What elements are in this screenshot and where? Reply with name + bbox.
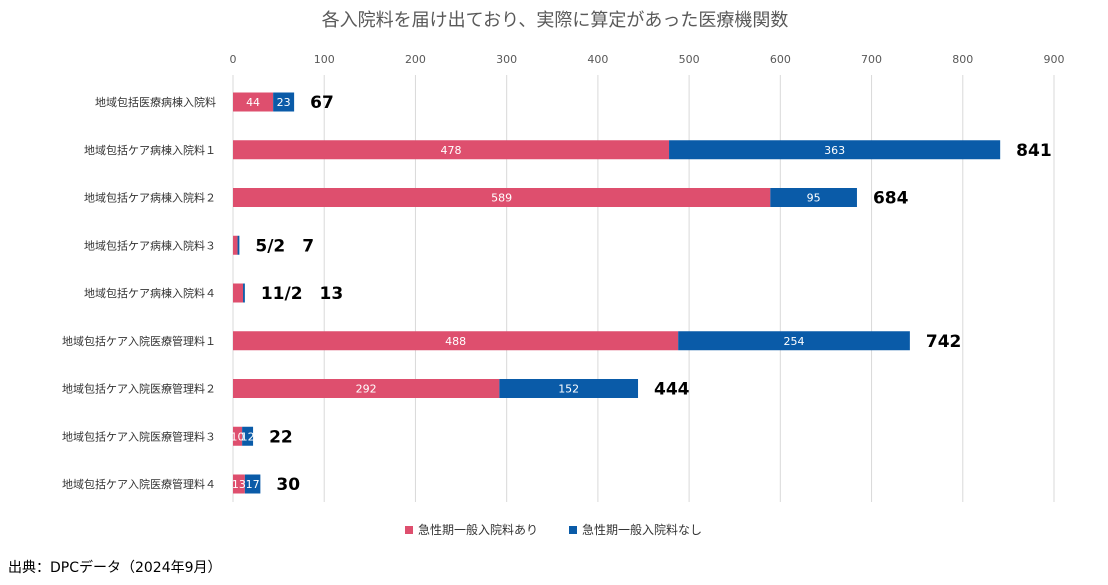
segment-label: 12 (241, 430, 255, 443)
x-tick-label: 0 (230, 53, 237, 66)
bar-segment (678, 331, 910, 351)
legend-swatch (405, 526, 413, 534)
segment-label: 488 (445, 335, 466, 348)
bars (233, 92, 1001, 494)
segment-label: 254 (784, 335, 805, 348)
gridlines (232, 75, 1055, 502)
x-tick-label: 700 (861, 53, 882, 66)
category-label: 地域包括ケア病棟入院料２ (84, 191, 216, 205)
bar-segment (273, 92, 295, 112)
x-tick-label: 300 (496, 53, 517, 66)
legend: 急性期一般入院料あり 急性期一般入院料なし (405, 522, 702, 537)
bar-segment (669, 140, 1001, 160)
category-label: 地域包括ケア病棟入院料４ (84, 286, 216, 300)
bar-segment (233, 235, 238, 255)
segment-label: 13 (232, 478, 246, 491)
category-label: 地域包括ケア入院医療管理料３ (62, 429, 216, 443)
bar-segment (242, 426, 254, 446)
bar-segment (233, 92, 274, 112)
category-label: 地域包括ケア病棟入院料１ (84, 143, 216, 157)
total-label: 684 (873, 189, 909, 209)
x-tick-label: 500 (679, 53, 700, 66)
x-tick-label: 200 (405, 53, 426, 66)
bar-segment (499, 379, 639, 398)
segment-label: 95 (807, 192, 821, 205)
x-axis-ticks: 0 100 200 300 400 500 600 700 800 900 (230, 53, 1065, 66)
category-label: 地域包括ケア入院医療管理料１ (62, 334, 216, 348)
category-label: 地域包括ケア入院医療管理料４ (62, 477, 216, 491)
legend-label: 急性期一般入院料あり (418, 522, 538, 537)
total-label: 444 (654, 380, 690, 400)
source-note: 出典：DPCデータ（2024年9月） (8, 560, 222, 576)
bar-segment (233, 426, 243, 446)
segment-label: 17 (246, 478, 260, 491)
segment-label: 152 (558, 383, 579, 396)
total-label: 841 (1016, 141, 1052, 161)
segment-label: 292 (356, 383, 377, 396)
x-tick-label: 800 (952, 53, 973, 66)
total-label: 11/2 13 (261, 284, 343, 304)
bar-segment (233, 474, 245, 494)
bar-segment (244, 474, 261, 494)
legend-swatch (569, 526, 577, 534)
segment-label: 478 (441, 144, 462, 157)
bar-segment (233, 283, 244, 303)
segment-label: 44 (246, 96, 260, 109)
bar-segment (237, 235, 240, 255)
bar-segment (233, 140, 670, 160)
segment-label: 10 (231, 430, 245, 443)
chart-title: 各入院料を届け出ており、実際に算定があった医療機関数 (322, 10, 789, 31)
bar-segment (233, 331, 679, 351)
bar-segment (233, 379, 500, 398)
bar-segment (233, 188, 771, 207)
category-label: 地域包括ケア病棟入院料３ (84, 238, 216, 252)
category-label: 地域包括ケア入院医療管理料２ (62, 382, 216, 396)
segment-label: 363 (824, 144, 845, 157)
segment-label: 589 (491, 192, 512, 205)
total-label: 742 (926, 332, 962, 352)
legend-label: 急性期一般入院料なし (582, 522, 702, 537)
category-label: 地域包括医療病棟入院料 (95, 95, 216, 109)
segment-label: 23 (277, 96, 291, 109)
bar-segment (770, 188, 857, 207)
total-label: 67 (310, 93, 334, 113)
bar-segment (243, 283, 245, 303)
total-label: 30 (276, 475, 300, 495)
x-tick-label: 600 (770, 53, 791, 66)
total-label: 5/2 7 (255, 236, 314, 256)
x-tick-label: 100 (314, 53, 335, 66)
total-label: 22 (269, 427, 293, 447)
x-tick-label: 900 (1044, 53, 1065, 66)
x-tick-label: 400 (587, 53, 608, 66)
data-labels: 44 23 67 478 363 841 589 95 684 5/2 7 11/2 13 488 25… (231, 93, 1052, 495)
